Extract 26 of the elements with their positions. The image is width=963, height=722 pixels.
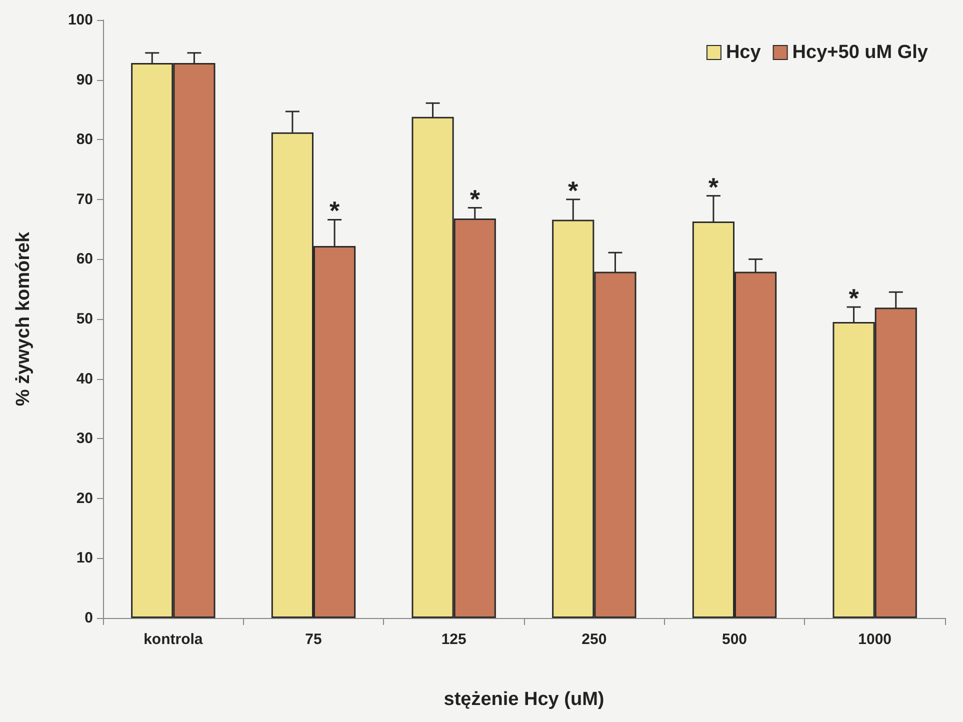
y-tick-label: 90 bbox=[76, 71, 93, 88]
annotation: * bbox=[329, 196, 340, 226]
legend-label: Hcy bbox=[726, 42, 762, 63]
y-tick-label: 30 bbox=[76, 430, 93, 448]
x-axis-title: stężenie Hcy (uM) bbox=[444, 689, 604, 710]
legend-label: Hcy+50 uM Gly bbox=[792, 42, 928, 63]
x-tick-label: kontrola bbox=[144, 631, 204, 648]
y-tick-label: 70 bbox=[76, 190, 93, 208]
annotation: * bbox=[470, 184, 481, 214]
x-tick-label: 75 bbox=[305, 631, 322, 648]
y-tick-label: 60 bbox=[76, 250, 93, 268]
x-tick-label: 500 bbox=[722, 631, 748, 648]
y-tick-label: 100 bbox=[68, 12, 93, 28]
annotation: * bbox=[568, 175, 580, 206]
annotation: * bbox=[708, 172, 720, 202]
y-tick-label: 10 bbox=[76, 550, 93, 567]
y-tick-label: 80 bbox=[76, 131, 93, 148]
y-tick-label: 20 bbox=[76, 490, 93, 507]
y-tick-label: 0 bbox=[84, 610, 93, 626]
x-tick-label: 250 bbox=[582, 631, 607, 648]
y-tick-label: 40 bbox=[76, 370, 93, 388]
annotation: * bbox=[848, 283, 860, 314]
x-tick-label: 1000 bbox=[858, 631, 892, 648]
x-tick-label: 125 bbox=[441, 631, 466, 648]
y-axis-title: % żywych komórek bbox=[13, 231, 34, 406]
y-tick-label: 50 bbox=[76, 310, 93, 328]
